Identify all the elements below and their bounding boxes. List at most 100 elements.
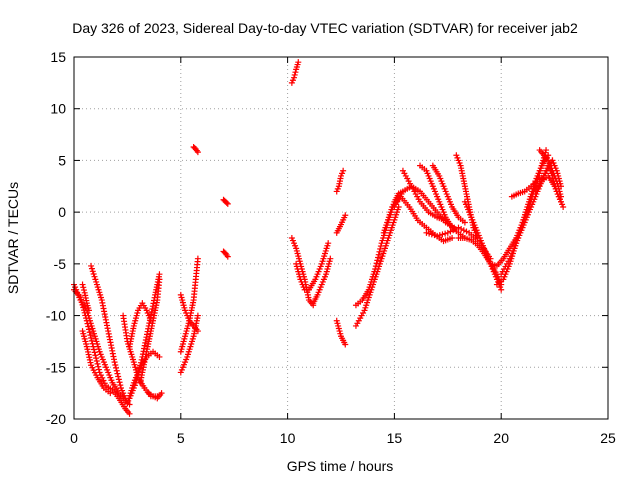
y-tick-label: 15 — [50, 49, 66, 65]
series-track-27 — [352, 203, 402, 329]
x-tick-label: 10 — [280, 430, 296, 446]
data-point-marker — [224, 200, 231, 207]
y-tick-label: -5 — [54, 256, 67, 272]
data-point-marker — [461, 219, 468, 226]
series-track-14 — [177, 291, 201, 335]
data-point-marker — [135, 368, 142, 375]
series-track-24 — [333, 212, 349, 236]
data-point-marker — [543, 147, 550, 154]
data-point-marker — [84, 346, 91, 353]
data-point-marker — [342, 341, 349, 348]
data-point-marker — [115, 373, 122, 380]
x-tick-label: 25 — [600, 430, 616, 446]
data-point-marker — [79, 281, 86, 288]
data-point-marker — [85, 307, 92, 314]
data-point-marker — [86, 356, 93, 363]
data-point-marker — [498, 286, 505, 293]
data-point-marker — [88, 262, 95, 269]
y-tick-label: 10 — [50, 101, 66, 117]
data-point-marker — [115, 376, 122, 383]
data-point-marker — [291, 74, 298, 81]
y-tick-label: 0 — [58, 204, 66, 220]
data-point-marker — [113, 367, 120, 374]
series-track-15 — [190, 143, 201, 156]
data-point-marker — [111, 359, 118, 366]
series-track-19 — [288, 235, 317, 309]
data-point-marker — [93, 355, 100, 362]
data-point-marker — [100, 377, 107, 384]
data-point-marker — [295, 59, 302, 66]
data-point-marker — [487, 255, 494, 262]
data-point-marker — [91, 273, 98, 280]
series-track-4 — [79, 281, 92, 314]
series-track-3 — [88, 262, 131, 407]
data-point-marker — [558, 183, 565, 190]
data-point-marker — [374, 257, 381, 264]
data-point-marker — [114, 370, 121, 377]
series-track-25 — [333, 317, 349, 348]
y-tick-label: 5 — [58, 152, 66, 168]
data-point-marker — [439, 231, 446, 238]
data-point-marker — [112, 361, 119, 368]
data-point-marker — [85, 351, 92, 358]
series-track-21 — [305, 240, 332, 293]
data-point-marker — [80, 287, 87, 294]
data-point-marker — [449, 235, 456, 241]
data-point-marker — [426, 230, 433, 237]
series-track-17 — [220, 248, 231, 260]
data-point-marker — [88, 334, 95, 341]
data-point-marker — [156, 276, 163, 283]
data-point-marker — [423, 229, 430, 236]
series-track-1 — [71, 286, 133, 417]
data-point-marker — [93, 357, 100, 364]
data-point-marker — [444, 229, 451, 236]
data-point-marker — [90, 270, 97, 277]
data-point-marker — [95, 363, 102, 370]
data-point-marker — [223, 199, 230, 206]
y-tick-label: -15 — [46, 359, 66, 375]
data-point-marker — [458, 225, 465, 232]
data-point-marker — [436, 232, 443, 239]
data-point-marker — [376, 248, 383, 255]
series-track-22 — [310, 255, 334, 307]
data-point-marker — [126, 410, 133, 417]
plot-frame — [73, 56, 609, 420]
data-point-marker — [107, 390, 114, 397]
series-track-18 — [288, 59, 302, 86]
data-point-marker — [136, 365, 143, 372]
data-point-marker — [83, 343, 90, 350]
data-point-marker — [452, 225, 459, 232]
data-point-marker — [80, 284, 87, 291]
data-point-marker — [117, 382, 124, 389]
x-axis-label: GPS time / hours — [287, 458, 394, 474]
data-point-marker — [89, 268, 96, 275]
data-point-marker — [87, 359, 94, 366]
data-point-marker — [194, 255, 201, 262]
series-track-28 — [380, 193, 456, 245]
data-point-marker — [92, 352, 99, 359]
data-point-marker — [113, 364, 120, 371]
x-tick-label: 15 — [387, 430, 403, 446]
y-axis-label: SDTVAR / TECUs — [5, 182, 21, 294]
data-point-marker — [327, 255, 334, 262]
data-point-marker — [375, 254, 382, 261]
series-track-10 — [137, 276, 163, 386]
series-track-44 — [545, 162, 567, 210]
data-point-marker — [135, 371, 142, 378]
data-point-marker — [375, 251, 382, 258]
data-point-marker — [85, 326, 92, 333]
data-points — [71, 59, 567, 417]
data-point-marker — [94, 360, 101, 367]
series-track-5 — [79, 328, 114, 397]
series-track-38 — [493, 152, 552, 288]
x-tick-label: 0 — [70, 430, 78, 446]
data-point-marker — [442, 230, 449, 237]
series-track-16 — [220, 196, 231, 207]
data-point-marker — [88, 265, 95, 272]
data-point-marker — [340, 167, 347, 174]
y-tick-label: -10 — [46, 308, 66, 324]
data-point-marker — [447, 228, 454, 235]
data-point-marker — [194, 312, 201, 319]
y-tick-label: -20 — [46, 411, 66, 427]
